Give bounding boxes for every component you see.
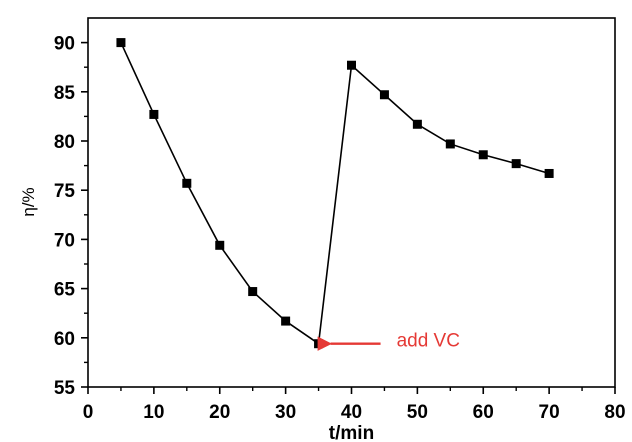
axis-ticks [81,41,616,394]
y-tick-label: 55 [54,378,76,399]
data-point [347,60,356,70]
data-point [281,316,291,326]
plot-frame [87,17,616,388]
data-point [412,119,422,129]
data-point [215,240,225,250]
y-tick-label: 85 [54,83,76,104]
y-tick-label: 80 [54,132,75,153]
x-tick-label: 0 [83,402,94,423]
x-tick-label: 10 [143,402,164,423]
tick-labels: 0 10 20 30 40 50 60 70 80 55 60 65 70 75 80 85 90 [54,34,626,423]
data-point [511,159,521,169]
x-axis-title: t/min [329,423,374,442]
data-point [478,150,488,160]
data-point [116,38,126,48]
y-tick-label: 70 [54,230,75,251]
y-axis-title: η/% [19,187,38,216]
data-points [116,38,554,349]
x-tick-label: 80 [604,402,625,423]
y-tick-label: 75 [54,181,76,202]
x-tick-label: 30 [275,402,296,423]
x-tick-label: 70 [539,402,560,423]
x-tick-label: 60 [473,402,494,423]
data-point [182,178,192,188]
data-point [544,168,554,178]
y-tick-label: 65 [54,280,76,301]
data-point [379,90,389,100]
y-tick-label: 60 [54,329,75,350]
data-point [149,109,159,119]
y-tick-label: 90 [54,34,75,55]
x-tick-label: 50 [407,402,428,423]
x-tick-label: 40 [341,402,362,423]
data-point [445,139,455,149]
data-point [248,287,258,297]
x-tick-label: 20 [209,402,230,423]
data-point [314,339,324,349]
series-line [120,42,550,346]
annotation-label: add VC [397,331,460,352]
